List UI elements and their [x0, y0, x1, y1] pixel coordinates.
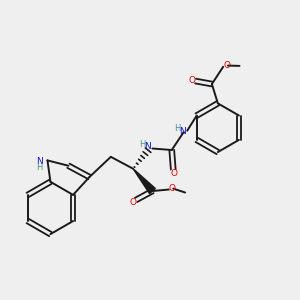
Polygon shape [133, 169, 155, 194]
Text: N: N [179, 127, 185, 136]
Text: O: O [188, 76, 196, 85]
Text: H: H [174, 124, 180, 133]
Text: O: O [169, 184, 176, 193]
Text: O: O [223, 61, 230, 70]
Text: H: H [36, 163, 42, 172]
Text: H: H [139, 140, 145, 149]
Text: N: N [144, 142, 151, 151]
Text: O: O [171, 169, 178, 178]
Text: N: N [36, 158, 43, 166]
Text: O: O [129, 198, 136, 207]
